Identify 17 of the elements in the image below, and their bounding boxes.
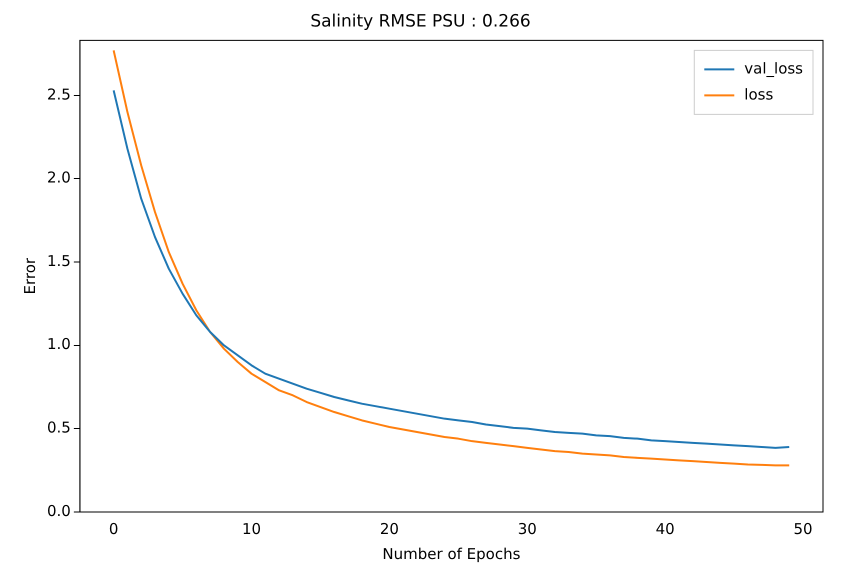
x-tick-label: 50 xyxy=(793,520,813,538)
y-tick-label: 2.0 xyxy=(46,168,71,187)
y-tick-label: 0.0 xyxy=(46,502,71,520)
y-axis-title: Error xyxy=(20,257,39,294)
y-tick-label: 1.0 xyxy=(46,335,71,354)
x-tick-label: 40 xyxy=(656,520,675,538)
y-tick-label: 1.5 xyxy=(46,252,71,270)
y-tick-label: 0.5 xyxy=(46,418,71,437)
y-tick-label: 2.5 xyxy=(46,85,71,104)
legend-label: val_loss xyxy=(744,59,804,78)
x-axis-title: Number of Epochs xyxy=(382,544,521,563)
x-tick-label: 30 xyxy=(518,520,537,538)
x-tick-label: 20 xyxy=(380,520,399,538)
x-tick-label: 0 xyxy=(108,520,118,538)
legend-label: loss xyxy=(744,85,774,104)
chart-title: Salinity RMSE PSU : 0.266 xyxy=(310,12,531,32)
x-tick-label: 10 xyxy=(242,520,262,538)
